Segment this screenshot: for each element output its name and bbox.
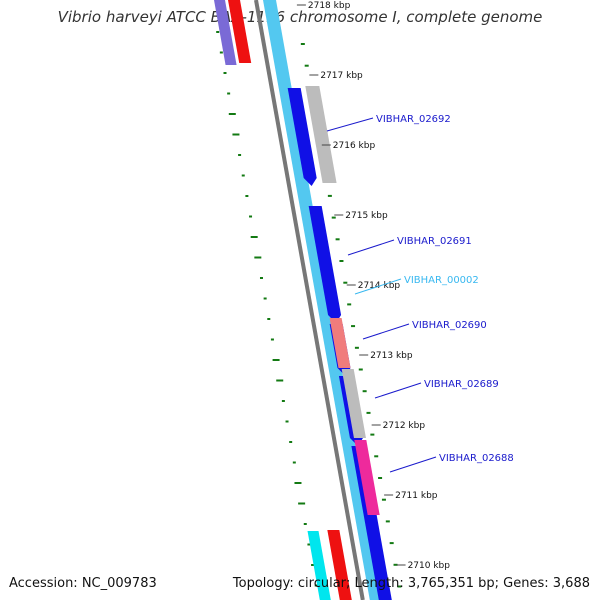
cds-block <box>308 206 342 315</box>
gene-label-leader <box>347 239 395 256</box>
gene-block-salmon <box>329 318 351 368</box>
cds-arrowhead <box>303 178 317 186</box>
gene-block-red <box>228 0 252 63</box>
cds-block <box>351 446 392 600</box>
gene-block-purple <box>214 0 237 65</box>
ruler-tick-label: 2710 kbp <box>408 561 451 571</box>
cds-block <box>287 88 317 178</box>
gene-label: VIBHAR_02690 <box>412 320 487 331</box>
gene-block-gray <box>341 369 366 438</box>
feature-tracks <box>254 0 392 600</box>
gene-block-gray <box>305 86 337 183</box>
gene-features <box>214 0 380 600</box>
gene-label: VIBHAR_02691 <box>397 236 472 247</box>
gene-label-leader <box>326 117 374 132</box>
accession-text: Accession: NC_009783 <box>9 576 157 591</box>
ruler-tick-label: 2717 kbp <box>320 71 363 81</box>
map-title: Vibrio harveyi ATCC BAA-1116 chromosome … <box>57 8 543 26</box>
ruler-tick-label: 2718 kbp <box>308 1 351 11</box>
gene-label-leader <box>362 323 410 340</box>
ruler-tick-label: 2713 kbp <box>370 351 413 361</box>
ruler-tick-label: 2715 kbp <box>345 211 388 221</box>
gene-label-leader <box>354 278 402 295</box>
gene-block-cyan <box>307 531 331 600</box>
gene-label-leader <box>374 382 422 399</box>
gene-block-pink <box>354 440 380 515</box>
genome-stats-text: Topology: circular; Length: 3,765,351 bp… <box>232 576 590 591</box>
backbone-line <box>254 0 365 600</box>
gene-block-red <box>327 530 352 600</box>
gene-label: VIBHAR_02689 <box>424 379 499 390</box>
ruler-tick-label: 2712 kbp <box>383 421 426 431</box>
gene-label: VIBHAR_02688 <box>439 453 514 464</box>
ruler-tick-label: 2711 kbp <box>395 491 438 501</box>
gene-label-leader <box>389 456 437 473</box>
gene-labels: VIBHAR_02692 VIBHAR_02691 VIBHAR_00002 VIBH… <box>326 114 514 473</box>
gene-label: VIBHAR_02692 <box>376 114 451 125</box>
gc-skew-track <box>216 31 402 588</box>
ruler-tick-label: 2716 kbp <box>333 141 376 151</box>
gene-label: VIBHAR_00002 <box>404 275 479 286</box>
